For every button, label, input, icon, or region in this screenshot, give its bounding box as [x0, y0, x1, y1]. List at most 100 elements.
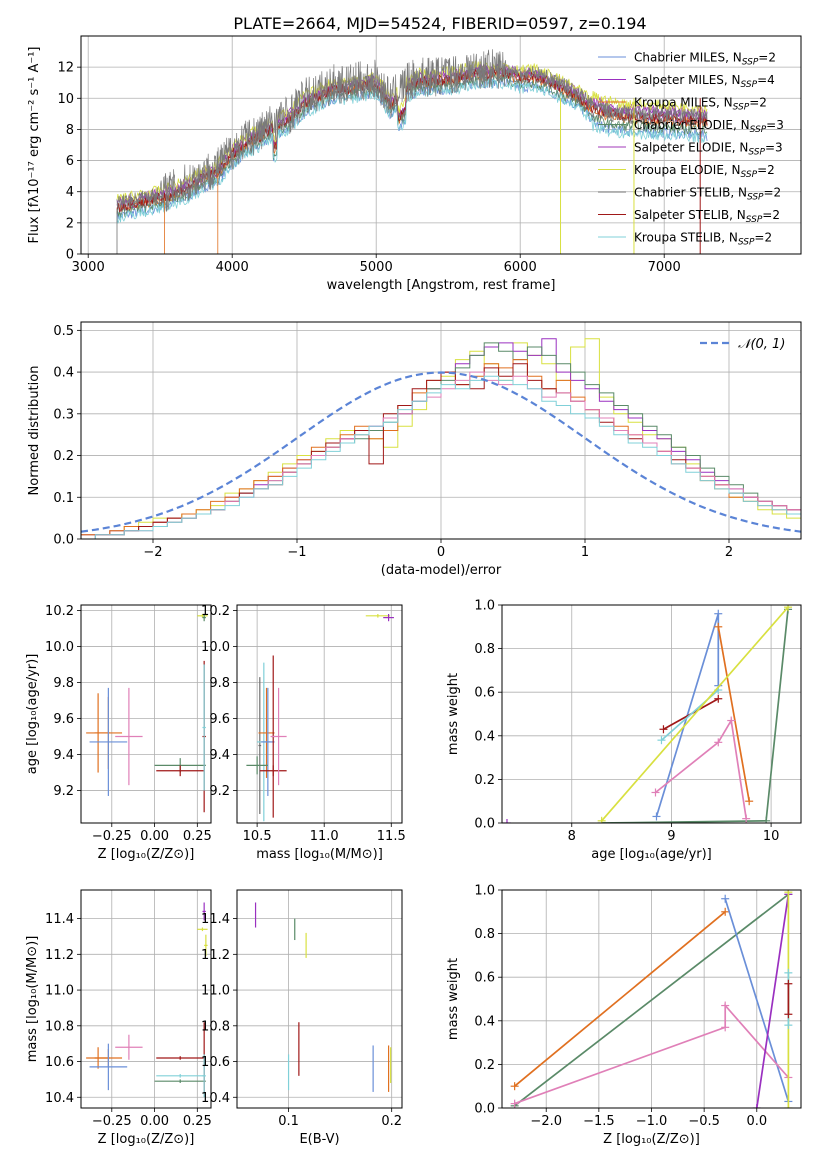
mass_vs_EBV-ytick-label: 11.2 [201, 948, 230, 963]
residual_histogram-xlabel: (data-model)/error [381, 563, 502, 578]
legend-label-sub: SSP [741, 170, 758, 180]
legend-label: Salpeter MILES, NSSP=4 [634, 73, 775, 90]
spectrum-axes: 3000 4000 5000 6000 7000 0 2 4 6 8 10 12 wavelength … [27, 35, 802, 293]
mass_vs_EBV-ytick-label: 10.6 [201, 1055, 230, 1070]
age_vs_mass-ytick-label: 9.4 [209, 748, 230, 763]
spectrum-xtick-label: 3000 [72, 260, 105, 275]
spectrum-ytick-label: 10 [57, 92, 74, 107]
age_vs_mass-point [258, 677, 262, 814]
residual_histogram-xtick-label: 2 [725, 545, 733, 560]
legend-label-sub: SSP [748, 148, 765, 158]
legend-label-suffix: =2 [764, 186, 782, 200]
residual_histogram-grid [81, 322, 801, 540]
massweight_vs_age-xtick-label: 10 [763, 829, 780, 844]
spectrum-xtick-label: 6000 [504, 260, 537, 275]
massweight_vs_Z-axes: −2.0 −1.5 −1.0 −0.5 0.0 0.0 0.2 0.4 0.6 0.8 1.0 Z [… [446, 884, 802, 1147]
mass_vs_Z-axes: −0.25 0.00 0.25 10.4 10.6 10.8 11.0 11.2 11.4 Z [… [25, 889, 212, 1147]
massweight_vs_age-marker [784, 605, 793, 612]
legend-label-sub: SSP [747, 193, 764, 203]
massweight_vs_age-ytick-label: 1.0 [474, 599, 495, 614]
age_vs_Z-point [89, 687, 128, 796]
spectrum-ylabel: Flux [fλ10⁻¹⁷ erg cm⁻² s⁻¹ A⁻¹] [27, 47, 42, 244]
legend-label-suffix: =4 [757, 73, 775, 87]
spectrum-xtick-label: 4000 [216, 260, 249, 275]
age_vs_mass-point [246, 756, 268, 775]
legend-label-suffix: =2 [762, 208, 780, 222]
age_vs_Z-ytick-label: 9.6 [53, 712, 74, 727]
spectrum-xtick-label: 7000 [648, 260, 681, 275]
spectrum-model-kroupa_stelib [116, 78, 708, 224]
age_vs_mass-ytick-label: 10.2 [201, 604, 230, 619]
massweight_vs_age-line-pink [654, 718, 748, 819]
mass_vs_EBV-frame [236, 889, 403, 1109]
age_vs_mass-xtick-label: 11.0 [310, 829, 339, 844]
legend-label-text: Kroupa STELIB, N [634, 231, 738, 245]
residual_histogram-xtick-label: 0 [437, 545, 445, 560]
age_vs_mass-plot [246, 614, 394, 822]
massweight_vs_Z-marker [784, 1104, 793, 1108]
massweight_vs_Z-line-kroupa_miles [514, 911, 726, 1087]
spectrum-ytick-label: 2 [66, 216, 74, 231]
massweight_vs_age-grid [502, 604, 801, 824]
massweight_vs_age-marker [657, 736, 666, 745]
massweight_vs_Z-line-chabrier_miles [724, 898, 790, 1102]
age_vs_Z-ytick-label: 9.8 [53, 676, 74, 691]
massweight_vs_Z-marker [784, 979, 793, 988]
normal-curve [81, 371, 801, 533]
legend-label-suffix: =2 [758, 51, 776, 65]
mass_vs_Z-point [115, 1034, 143, 1060]
massweight_vs_age-ytick-label: 0.0 [474, 817, 495, 832]
legend-label-text: Chabrier MILES, N [634, 51, 742, 65]
age_vs_mass-ytick-label: 9.8 [209, 676, 230, 691]
residual_histogram-frame [80, 321, 802, 540]
massweight_vs_Z-xtick-label: −2.0 [530, 1114, 562, 1129]
mass_vs_Z-point [154, 1079, 206, 1083]
age_vs_Z-ytick-label: 9.4 [53, 748, 74, 763]
mass_vs_Z-ytick-label: 11.4 [45, 912, 74, 927]
massweight_vs_age-marker [742, 814, 751, 823]
massweight_vs_age-marker [714, 622, 723, 631]
mass_vs_Z-xlabel: Z [log₁₀(Z/Z⊙)] [98, 1132, 195, 1147]
age_vs_Z-grid [81, 605, 211, 823]
massweight_vs_Z-line-salpeter_miles [755, 894, 790, 1108]
legend-label-suffix: =2 [757, 163, 775, 177]
massweight_vs_Z-ylabel: mass weight [446, 958, 461, 1040]
age_vs_mass-point [383, 614, 394, 622]
histogram-legend: 𝒩(0, 1) [700, 337, 785, 352]
mass_vs_EBV-xtick-label: 0.2 [381, 1114, 402, 1129]
mass_vs_EBV-ytick-label: 10.8 [201, 1019, 230, 1034]
massweight_vs_Z-marker [784, 1010, 793, 1019]
age_vs_mass-axes: 10.5 11.0 11.5 9.2 9.4 9.6 9.8 10.0 10.2 mass [lo… [201, 604, 406, 862]
age_vs_mass-frame [236, 604, 403, 824]
legend-label-suffix: =2 [749, 96, 767, 110]
massweight_vs_Z-marker [752, 1104, 761, 1108]
spectrum-data-line [116, 49, 708, 213]
mass_vs_EBV-ytick-label: 11.0 [201, 984, 230, 999]
massweight_vs_Z-marker [510, 1099, 519, 1108]
age_vs_mass-ytick-label: 9.2 [209, 784, 230, 799]
mass_vs_Z-ylabel: mass [log₁₀(M/M⊙)] [25, 936, 40, 1063]
massweight_vs_age-axes: 8 9 10 0.0 0.2 0.4 0.6 0.8 1.0 age [log₁₀(age/yr)… [446, 599, 802, 862]
massweight_vs_age-xtick-label: 9 [667, 829, 675, 844]
mass_vs_Z-frame [80, 889, 212, 1109]
legend-label: Chabrier STELIB, NSSP=2 [634, 186, 781, 203]
spectrum-model-kroupa_elodie [116, 60, 708, 203]
massweight_vs_age-marker [659, 725, 668, 734]
mass_vs_Z-point [204, 934, 208, 957]
mass_vs_EBV-grid [237, 890, 402, 1108]
spectrum-frame [80, 35, 802, 255]
massweight_vs_age-marker [652, 812, 661, 821]
massweight_vs_Z-marker [784, 1021, 793, 1030]
legend-label-suffix: =3 [766, 118, 784, 132]
massweight_vs_Z-ytick-label: 0.0 [474, 1102, 495, 1117]
mass_vs_Z-ytick-label: 10.8 [45, 1019, 74, 1034]
residual_histogram-ytick-label: 0.2 [53, 449, 74, 464]
mass_vs_Z-ytick-label: 10.4 [45, 1091, 74, 1106]
legend-label-text: Kroupa MILES, N [634, 96, 733, 110]
mass_vs_Z-xtick-label: −0.25 [92, 1114, 132, 1129]
massweight_vs_age-line-chabrier_elodie [601, 609, 789, 823]
residual_histogram-ytick-label: 0.4 [53, 366, 74, 381]
age_vs_mass-xlabel: mass [log₁₀(M/M⊙)] [256, 847, 383, 862]
massweight_vs_Z-marker [784, 968, 793, 977]
